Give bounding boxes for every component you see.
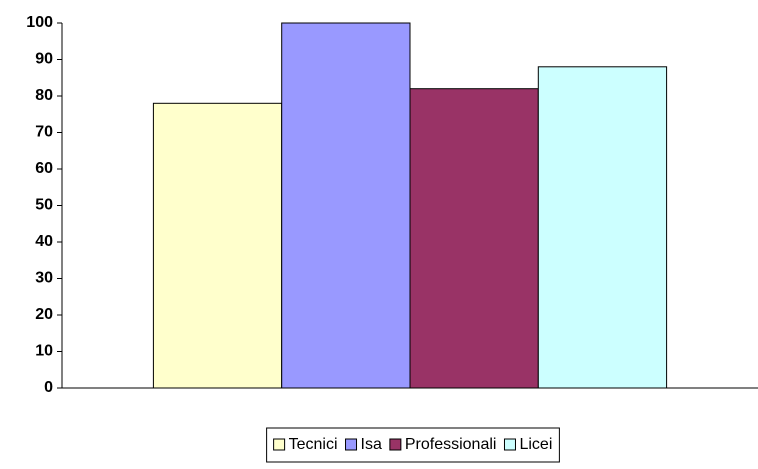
y-tick-label: 10 bbox=[35, 343, 53, 360]
y-tick-label: 90 bbox=[35, 51, 53, 68]
bar bbox=[537, 66, 668, 389]
bar bbox=[281, 22, 411, 389]
y-tick-label: 80 bbox=[35, 87, 53, 104]
legend-label: Professionali bbox=[405, 436, 497, 453]
legend-label: Tecnici bbox=[289, 436, 338, 453]
y-tick-label: 0 bbox=[44, 379, 53, 396]
legend-swatch bbox=[345, 438, 358, 451]
legend-swatch bbox=[503, 438, 516, 451]
y-tick-label: 50 bbox=[35, 197, 53, 214]
y-tick-label: 100 bbox=[26, 14, 53, 31]
legend-swatch bbox=[389, 438, 402, 451]
bar bbox=[409, 88, 539, 389]
legend-label: Isa bbox=[361, 436, 382, 453]
legend-label: Licei bbox=[519, 436, 552, 453]
y-tick-label: 40 bbox=[35, 233, 53, 250]
legend-swatch bbox=[273, 438, 286, 451]
y-tick-label: 30 bbox=[35, 270, 53, 287]
y-tick-label: 20 bbox=[35, 306, 53, 323]
y-tick-label: 60 bbox=[35, 160, 53, 177]
y-tick-label: 70 bbox=[35, 124, 53, 141]
bar bbox=[152, 102, 283, 389]
